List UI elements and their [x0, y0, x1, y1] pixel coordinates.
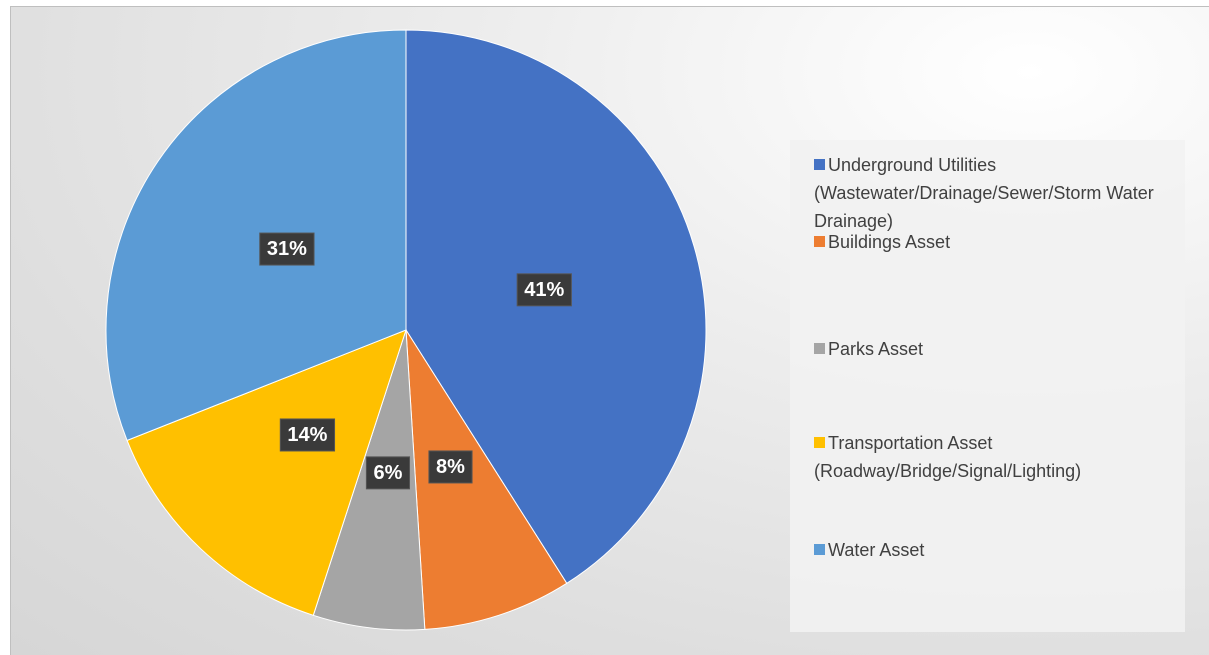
legend-item: Transportation Asset (Roadway/Bridge/Sig… [814, 429, 1184, 485]
legend-label: Water Asset [828, 540, 925, 560]
data-label-text: 41% [524, 279, 564, 301]
legend-swatch [814, 236, 825, 247]
legend-item: Buildings Asset [814, 228, 1184, 256]
data-label-box [516, 273, 572, 307]
data-label-text: 8% [436, 456, 465, 478]
data-label-text: 14% [287, 424, 327, 446]
legend-item: Underground Utilities (Wastewater/Draina… [814, 151, 1184, 235]
data-label: 31% [259, 232, 315, 266]
legend-swatch [814, 544, 825, 555]
legend-label: Buildings Asset [828, 232, 951, 252]
data-label-box [259, 232, 315, 266]
pie-slice [126, 329, 407, 616]
legend-swatch [814, 437, 825, 448]
data-label: 41% [516, 273, 572, 307]
data-label-text: 31% [267, 238, 307, 260]
data-label: 8% [428, 450, 473, 484]
pie-slice [105, 29, 407, 442]
legend-swatch [814, 343, 825, 354]
legend-swatch [814, 159, 825, 170]
data-label-box [279, 418, 336, 452]
pie-slice [405, 29, 707, 584]
legend: Underground Utilities (Wastewater/Draina… [790, 140, 1185, 632]
legend-label: Parks Asset [828, 339, 924, 359]
legend-label: Transportation Asset (Roadway/Bridge/Sig… [814, 433, 1082, 481]
data-label-text: 6% [373, 462, 402, 484]
data-label-box [365, 456, 411, 490]
pie-slice [405, 329, 568, 630]
legend-label: Underground Utilities (Wastewater/Draina… [814, 155, 1154, 231]
data-label: 14% [279, 418, 336, 452]
legend-item: Water Asset [814, 536, 1184, 564]
data-label-box [428, 450, 473, 484]
legend-item: Parks Asset [814, 335, 1184, 363]
data-label: 6% [365, 456, 411, 490]
